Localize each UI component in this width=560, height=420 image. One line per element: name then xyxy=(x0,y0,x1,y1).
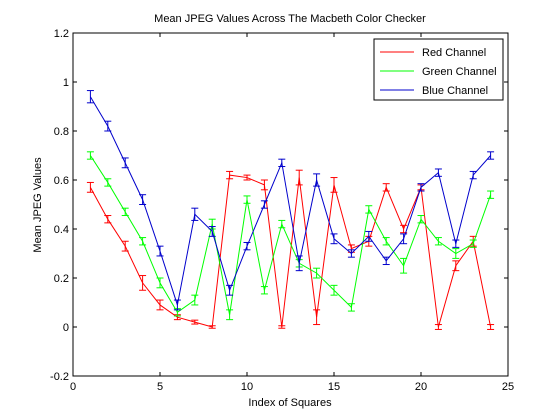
error-bar-red-channel xyxy=(452,260,460,272)
error-bar-blue-channel xyxy=(260,200,268,209)
legend: Red Channel Green Channel Blue Channel xyxy=(373,38,504,101)
series-line-blue-channel xyxy=(89,96,491,306)
error-bar-blue-channel xyxy=(226,284,234,296)
error-bar-red-channel xyxy=(313,309,321,326)
error-bar-blue-channel xyxy=(104,120,112,132)
error-bar-red-channel xyxy=(243,174,251,181)
error-bar-green-channel xyxy=(400,257,408,274)
error-bar-red-channel xyxy=(86,181,94,193)
error-bar-red-channel xyxy=(382,183,390,192)
chart-title: Mean JPEG Values Across The Macbeth Colo… xyxy=(154,13,426,25)
y-tick-label: 0.2 xyxy=(54,273,69,285)
error-bar-red-channel xyxy=(330,177,338,193)
legend-label-blue-channel: Blue Channel xyxy=(422,85,488,97)
x-tick-label: 20 xyxy=(415,381,427,393)
error-bar-blue-channel xyxy=(434,168,442,177)
error-bar-blue-channel xyxy=(400,233,408,245)
y-tick-label: 0 xyxy=(63,322,69,334)
error-bar-green-channel xyxy=(313,267,321,279)
error-bar-red-channel xyxy=(487,324,495,330)
series-line-red-channel xyxy=(89,174,492,328)
error-bar-green-channel xyxy=(347,303,355,312)
error-bar-blue-channel xyxy=(278,158,286,168)
error-bar-red-channel xyxy=(139,275,147,291)
error-bar-green-channel xyxy=(243,195,251,204)
error-bar-red-channel xyxy=(278,325,286,329)
plot-area-frame xyxy=(72,32,509,377)
error-bar-green-channel xyxy=(434,237,442,246)
error-bar-green-channel xyxy=(469,239,477,248)
x-axis: 0 5 10 15 20 25 xyxy=(70,33,514,393)
error-bar-green-channel xyxy=(156,277,164,289)
error-bar-blue-channel xyxy=(452,239,460,248)
y-tick-label: 1.2 xyxy=(54,28,69,40)
error-bar-green-channel xyxy=(86,151,94,160)
error-bar-blue-channel xyxy=(382,256,390,266)
error-bar-blue-channel xyxy=(156,245,164,257)
x-tick-label: 0 xyxy=(70,381,76,393)
error-bar-green-channel xyxy=(365,205,373,214)
error-bar-blue-channel xyxy=(173,299,181,311)
error-bar-blue-channel xyxy=(191,207,199,221)
error-bar-red-channel xyxy=(121,240,129,252)
error-bar-blue-channel xyxy=(330,233,338,245)
y-axis: -0.2 0 0.2 0.4 0.6 0.8 1 1.2 xyxy=(50,28,508,383)
error-bar-blue-channel xyxy=(86,90,94,104)
error-bar-blue-channel xyxy=(417,183,425,192)
error-bar-green-channel xyxy=(417,215,425,224)
error-bar-blue-channel xyxy=(347,249,355,258)
error-bar-red-channel xyxy=(260,179,268,191)
error-bar-blue-channel xyxy=(243,241,251,251)
error-bar-green-channel xyxy=(191,294,199,306)
y-tick-label: -0.2 xyxy=(50,371,69,383)
y-tick-label: 0.8 xyxy=(54,126,69,138)
x-tick-label: 5 xyxy=(157,381,163,393)
error-bar-blue-channel xyxy=(139,194,147,205)
legend-label-green-channel: Green Channel xyxy=(422,66,497,78)
x-axis-label: Index of Squares xyxy=(248,397,332,409)
error-bar-green-channel xyxy=(260,286,268,295)
error-bar-blue-channel xyxy=(295,255,303,272)
error-bar-green-channel xyxy=(104,178,112,187)
series-layer xyxy=(86,90,495,330)
error-bar-blue-channel xyxy=(313,173,321,187)
error-bar-red-channel xyxy=(156,299,164,311)
error-bar-blue-channel xyxy=(365,230,373,242)
error-bar-red-channel xyxy=(104,215,112,224)
error-bar-red-channel xyxy=(295,169,303,186)
error-bar-red-channel xyxy=(191,319,199,325)
x-tick-label: 15 xyxy=(328,381,340,393)
x-tick-label: 25 xyxy=(502,381,514,393)
error-bar-blue-channel xyxy=(487,151,495,160)
x-tick-label: 10 xyxy=(241,381,253,393)
error-bar-blue-channel xyxy=(469,170,477,180)
series-blue-channel xyxy=(86,90,495,311)
y-tick-label: 0.6 xyxy=(54,175,69,187)
error-bar-red-channel xyxy=(434,324,442,330)
legend-label-red-channel: Red Channel xyxy=(422,47,486,59)
error-bar-green-channel xyxy=(452,248,460,259)
error-bar-green-channel xyxy=(226,309,234,321)
y-axis-label: Mean JPEG Values xyxy=(32,157,44,253)
error-bar-green-channel xyxy=(278,219,286,229)
error-bar-blue-channel xyxy=(208,226,216,237)
error-bar-red-channel xyxy=(208,325,216,329)
y-tick-label: 1 xyxy=(63,77,69,89)
error-bar-green-channel xyxy=(382,237,390,246)
error-bar-green-channel xyxy=(487,190,495,199)
error-bar-red-channel xyxy=(226,170,234,180)
error-bar-blue-channel xyxy=(121,157,129,169)
error-bar-green-channel xyxy=(330,284,338,296)
error-bar-green-channel xyxy=(139,237,147,246)
error-bar-green-channel xyxy=(121,207,129,217)
y-tick-label: 0.4 xyxy=(54,224,69,236)
